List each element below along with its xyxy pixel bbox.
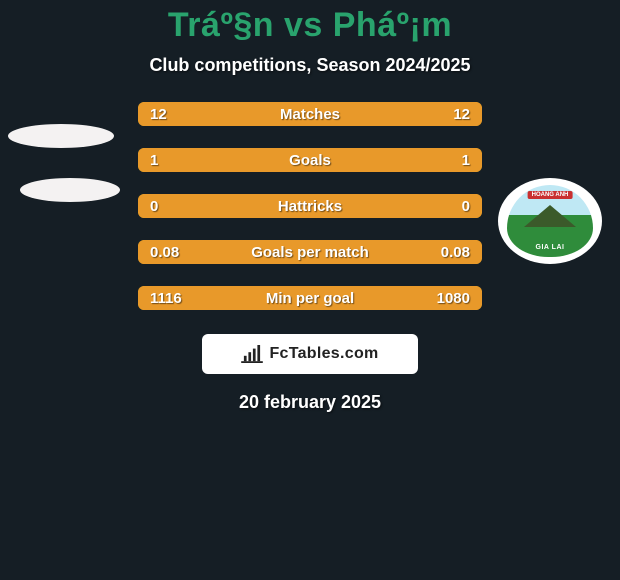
stat-value-right: 1 (462, 152, 470, 169)
stat-label: Goals (289, 152, 331, 169)
site-logo-text: FcTables.com (269, 345, 378, 363)
page-subtitle: Club competitions, Season 2024/2025 (0, 55, 620, 76)
bar-chart-icon (241, 345, 263, 363)
stat-row: 1 Goals 1 (138, 148, 482, 172)
stat-value-right: 0 (462, 198, 470, 215)
stat-label: Goals per match (251, 244, 369, 261)
crest-banner-text: HOANG ANH (528, 191, 573, 199)
site-logo: FcTables.com (202, 334, 418, 374)
stat-value-right: 12 (453, 106, 470, 123)
stat-value-left: 0 (150, 198, 158, 215)
stat-fill-right (310, 148, 482, 172)
stat-row: 0.08 Goals per match 0.08 (138, 240, 482, 264)
stat-label: Matches (280, 106, 340, 123)
stats-container: 12 Matches 12 1 Goals 1 0 Hattricks 0 0.08 Goals p… (138, 102, 482, 310)
date-text: 20 february 2025 (0, 392, 620, 413)
crest-mountain-icon (524, 205, 576, 227)
club-crest-inner: HOANG ANH GIA LAI (507, 185, 593, 257)
stat-row: 0 Hattricks 0 (138, 194, 482, 218)
stat-fill-left (138, 148, 310, 172)
blank-ellipse (8, 124, 114, 148)
stat-label: Hattricks (278, 198, 342, 215)
stat-value-left: 1 (150, 152, 158, 169)
club-crest: HOANG ANH GIA LAI (498, 178, 602, 264)
blank-ellipse (20, 178, 120, 202)
stat-row: 12 Matches 12 (138, 102, 482, 126)
stat-label: Min per goal (266, 290, 354, 307)
stat-value-right: 1080 (437, 290, 470, 307)
crest-sub-text: GIA LAI (536, 244, 565, 251)
stat-row: 1116 Min per goal 1080 (138, 286, 482, 310)
stat-value-left: 12 (150, 106, 167, 123)
stat-value-right: 0.08 (441, 244, 470, 261)
stat-value-left: 0.08 (150, 244, 179, 261)
stat-value-left: 1116 (150, 290, 182, 307)
page-title: Tráº§n vs Pháº¡m (0, 6, 620, 45)
